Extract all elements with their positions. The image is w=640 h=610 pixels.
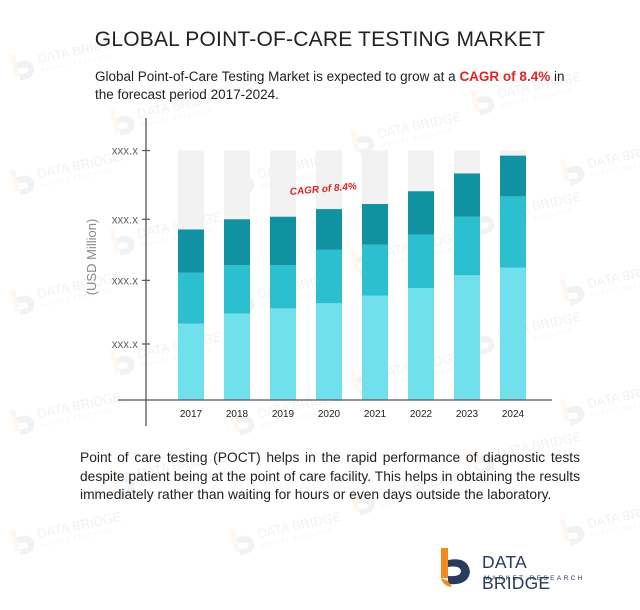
x-tick-label: 2021 bbox=[364, 409, 387, 420]
x-tick-label: 2023 bbox=[456, 409, 479, 420]
bar-segment-2024-3 bbox=[500, 155, 526, 197]
market-description: Point of care testing (POCT) helps in th… bbox=[80, 450, 580, 502]
bar-segment-2021-3 bbox=[362, 204, 388, 245]
bar-segment-2022-1 bbox=[408, 288, 434, 400]
bar-segment-2024-2 bbox=[500, 196, 526, 268]
page-title: GLOBAL POINT-OF-CARE TESTING MARKET bbox=[94, 28, 546, 51]
bar-segment-2019-3 bbox=[270, 216, 296, 266]
bar-segment-2020-1 bbox=[316, 303, 342, 400]
x-tick-label: 2022 bbox=[410, 409, 433, 420]
bar-segment-2018-3 bbox=[224, 219, 250, 266]
bar-segment-2021-2 bbox=[362, 244, 388, 296]
bar-segment-2019-1 bbox=[270, 308, 296, 400]
bar-segment-2023-3 bbox=[454, 173, 480, 217]
x-tick-label: 2024 bbox=[502, 409, 525, 420]
watermark-text: DATA BRIDGE bbox=[36, 509, 123, 542]
bar-segment-2017-3 bbox=[178, 229, 204, 273]
watermark-text: DATA BRIDGE bbox=[256, 509, 343, 542]
logo-tagline: MARKET RESEARCH bbox=[484, 575, 585, 582]
bar-segment-2024-1 bbox=[500, 267, 526, 400]
y-axis-title: (USD Million) bbox=[84, 219, 99, 296]
bar-segment-2020-3 bbox=[316, 209, 342, 250]
company-logo: DATA BRIDGE MARKET RESEARCH bbox=[438, 546, 598, 593]
logo-mark-icon bbox=[441, 548, 470, 587]
bar-segment-2021-1 bbox=[362, 295, 388, 400]
watermark-text: DATA BRIDGE bbox=[586, 499, 640, 532]
subtitle: Global Point-of-Care Testing Market is e… bbox=[95, 68, 575, 104]
bar-segment-2018-1 bbox=[224, 313, 250, 400]
y-tick-label: xxx.x bbox=[112, 275, 138, 287]
logo-name: DATA BRIDGE bbox=[482, 552, 551, 593]
x-tick-label: 2018 bbox=[226, 409, 249, 420]
bar-segment-2023-1 bbox=[454, 275, 480, 400]
bar-segment-2022-3 bbox=[408, 191, 434, 235]
watermark-tagline: MARKET RESEARCH bbox=[590, 518, 640, 539]
bar-segment-2019-2 bbox=[270, 265, 296, 309]
bar-segment-2022-2 bbox=[408, 234, 434, 288]
y-tick-label: xxx.x bbox=[112, 214, 138, 226]
watermark-tagline: MARKET RESEARCH bbox=[40, 528, 114, 549]
chart-container: xxx.x xxx.x xxx.x xxx.x 2017 2018 2019 2020 2021… bbox=[0, 110, 640, 430]
stacked-bar-chart: xxx.x xxx.x xxx.x xxx.x 2017 2018 2019 2020 2021… bbox=[84, 118, 552, 426]
subtitle-text-end: in the forecast period 2017-2024. bbox=[95, 69, 565, 102]
bar-segment-2017-1 bbox=[178, 323, 204, 400]
x-tick-label: 2019 bbox=[272, 409, 295, 420]
bar-segment-2017-2 bbox=[178, 272, 204, 324]
y-tick-label: xxx.x bbox=[112, 339, 138, 351]
subtitle-cagr-highlight: CAGR of 8.4% bbox=[459, 69, 551, 84]
y-tick-label: xxx.x bbox=[112, 146, 138, 158]
bar-segment-2018-2 bbox=[224, 265, 250, 314]
bar-segment-2020-2 bbox=[316, 249, 342, 304]
bar-segment-2023-2 bbox=[454, 216, 480, 276]
watermark-tagline: MARKET RESEARCH bbox=[260, 528, 334, 549]
subtitle-text: Global Point-of-Care Testing Market is e… bbox=[95, 69, 460, 84]
x-tick-label: 2017 bbox=[180, 409, 203, 420]
x-tick-label: 2020 bbox=[318, 409, 341, 420]
